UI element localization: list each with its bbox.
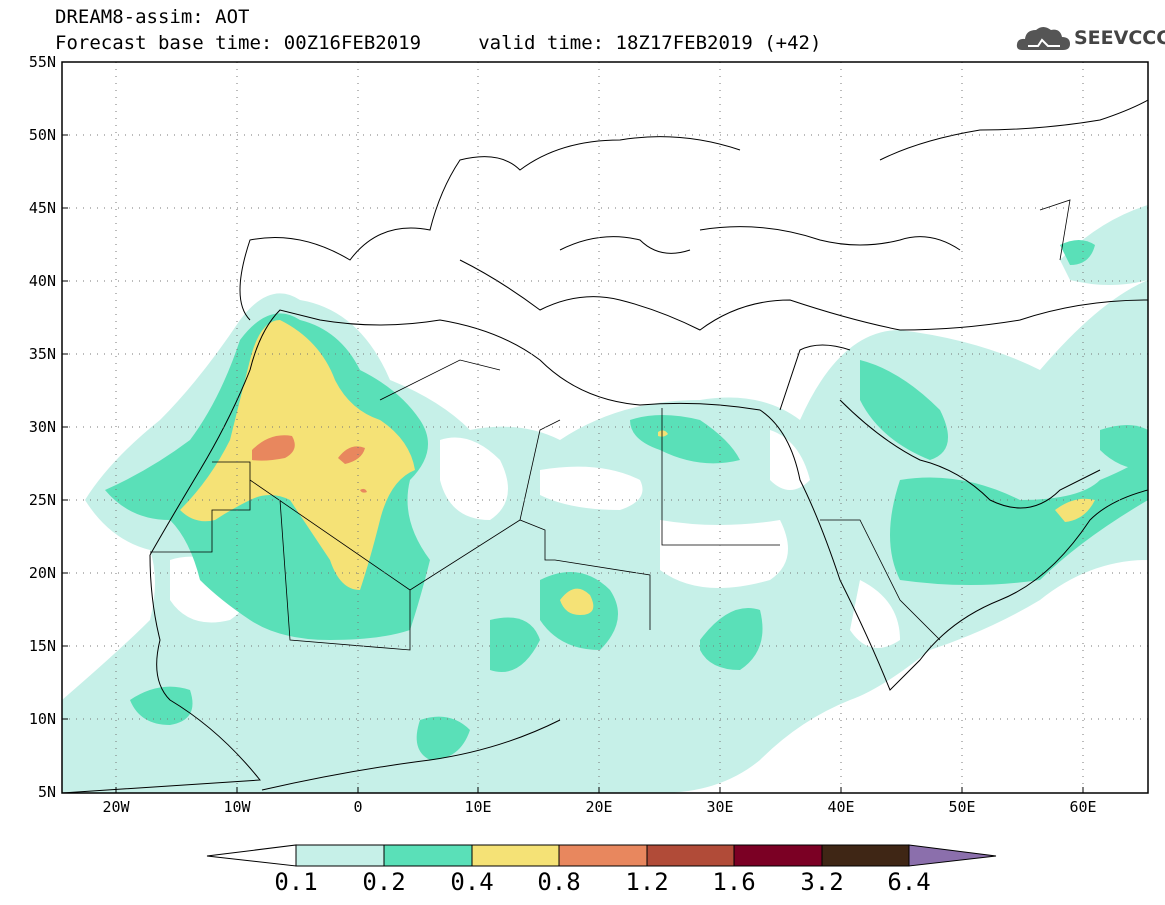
colorbar-label: 0.2 (362, 868, 406, 896)
lon-label: 0 (353, 798, 362, 816)
map-title: DREAM8-assim: AOT (55, 6, 250, 28)
lat-label: 45N (29, 199, 56, 217)
seevccc-logo: SEEVCCC (1016, 22, 1165, 56)
lat-label: 30N (29, 418, 56, 436)
colorbar-segment (821, 844, 910, 867)
lat-label: 40N (29, 272, 56, 290)
colorbar-label: 3.2 (800, 868, 844, 896)
colorbar-segment (471, 844, 560, 867)
forecast-times: Forecast base time: 00Z16FEB2019 valid t… (55, 32, 822, 54)
lat-label: 15N (29, 637, 56, 655)
lat-label: 50N (29, 126, 56, 144)
longitude-labels: 20W 10W 0 10E 20E 30E 40E 50E 60E (102, 798, 1096, 816)
logo-text: SEEVCCC (1074, 27, 1165, 49)
lon-label: 10W (223, 798, 251, 816)
aot-band-0-8 (252, 435, 367, 493)
aot-band-0-4 (180, 320, 1095, 615)
colorbar-label: 1.6 (712, 868, 756, 896)
aot-gaps (170, 430, 900, 648)
colorbar-label: 0.8 (537, 868, 581, 896)
axis-ticks (62, 134, 1084, 793)
lat-label: 20N (29, 564, 56, 582)
lon-label: 20E (585, 798, 612, 816)
aot-fields (62, 62, 1148, 793)
lat-label: 35N (29, 345, 56, 363)
colorbar (206, 844, 997, 867)
colorbar-segment (206, 844, 297, 867)
latitude-labels: 55N 50N 45N 40N 35N 30N 25N 20N 15N 10N … (29, 53, 56, 801)
lat-label: 25N (29, 491, 56, 509)
lon-label: 30E (706, 798, 733, 816)
colorbar-segment (558, 844, 648, 867)
colorbar-segment (908, 844, 997, 867)
colorbar-label: 0.1 (274, 868, 318, 896)
lon-label: 50E (948, 798, 975, 816)
coastlines (62, 99, 1148, 793)
country-borders (150, 199, 1071, 651)
colorbar-segment (295, 844, 385, 867)
lon-label: 40E (827, 798, 854, 816)
lat-label: 5N (38, 783, 56, 801)
colorbar-segment (646, 844, 735, 867)
colorbar-segment (383, 844, 473, 867)
colorbar-label: 0.4 (450, 868, 494, 896)
lon-label: 20W (102, 798, 130, 816)
lon-label: 60E (1069, 798, 1096, 816)
graticule (62, 62, 1148, 793)
colorbar-label: 6.4 (887, 868, 931, 896)
lat-label: 55N (29, 53, 56, 71)
lat-label: 10N (29, 710, 56, 728)
colorbar-label: 1.2 (625, 868, 669, 896)
lon-label: 10E (464, 798, 491, 816)
colorbar-segment (733, 844, 823, 867)
cloud-icon (1016, 27, 1070, 50)
